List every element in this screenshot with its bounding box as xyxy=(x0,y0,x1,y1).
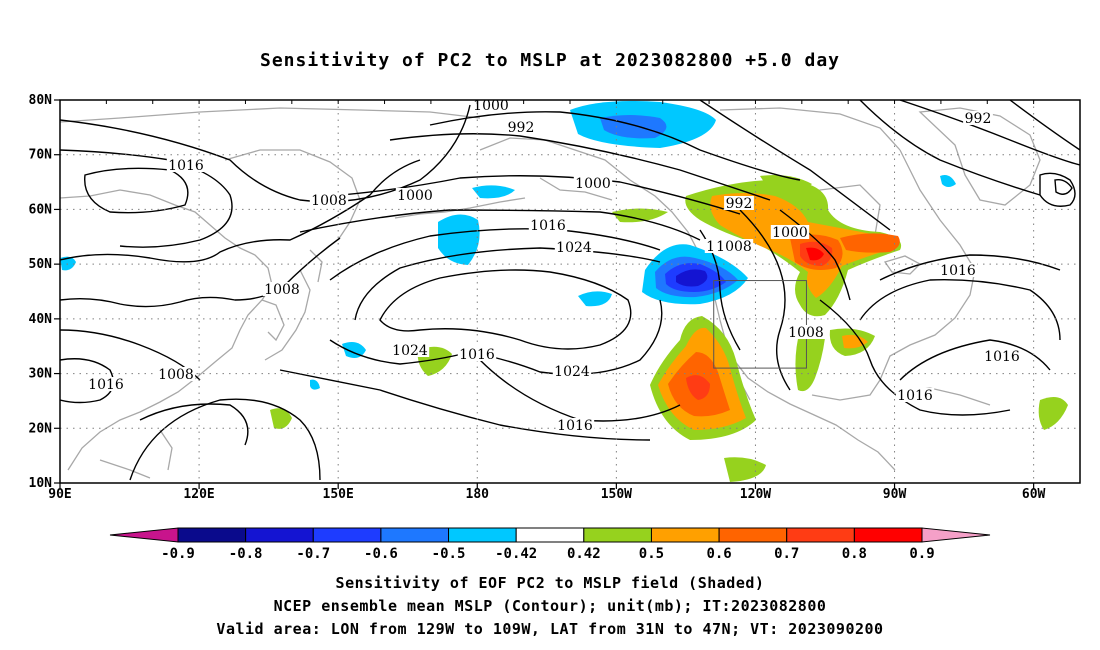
contour-label: 1016 xyxy=(530,218,566,234)
contour-label: 1008 xyxy=(158,367,194,383)
contour-label: 1016 xyxy=(88,377,124,393)
colorbar-tick-label: -0.5 xyxy=(432,546,466,562)
contour-label-bg xyxy=(262,282,302,296)
colorbar-segment xyxy=(853,527,923,543)
lat-label: 40N xyxy=(29,312,53,327)
contour-label-bg xyxy=(395,188,435,202)
colorbar-tick-label: -0.9 xyxy=(161,546,195,562)
contour-label: 1008 xyxy=(264,282,300,298)
contour-label: 1024 xyxy=(556,240,592,256)
contour-label-bg xyxy=(555,418,595,432)
contour-label: 1016 xyxy=(984,349,1020,365)
contour-label: 1024 xyxy=(554,364,590,380)
colorbar: -0.9 -0.8 -0.7 -0.6 -0.5 -0.42 0.42 0.5 0.6 0.7 0.… xyxy=(109,527,991,562)
colorbar-segment xyxy=(380,527,450,543)
contour-label: 1024 xyxy=(392,343,428,359)
contour-label: 992 xyxy=(508,120,535,136)
lat-label: 60N xyxy=(29,202,53,217)
contour-label-bg xyxy=(770,225,810,239)
colorbar-segment xyxy=(312,527,382,543)
contour-label-bg xyxy=(471,98,511,112)
colorbar-segment xyxy=(650,527,720,543)
colorbar-tick-label: 0.7 xyxy=(774,546,799,562)
valid-area-box xyxy=(713,280,807,369)
colorbar-segment xyxy=(515,527,585,543)
colorbar-high-extension xyxy=(921,527,991,543)
contour-label-bg xyxy=(724,196,754,210)
contour-label-bg xyxy=(86,377,126,391)
caption-line-1: Sensitivity of EOF PC2 to MSLP field (Sh… xyxy=(335,574,765,592)
colorbar-segment xyxy=(786,527,855,543)
colorbar-tick-label: -0.6 xyxy=(364,546,398,562)
lon-label: 180 xyxy=(466,487,490,502)
colorbar-tick-label: 0.6 xyxy=(706,546,731,562)
contour-label: 1000 xyxy=(772,225,808,241)
contour-label: 992 xyxy=(726,196,753,212)
contour-label-bg xyxy=(390,343,430,357)
contour-label: 1016 xyxy=(940,263,976,279)
contour-label: 1000 xyxy=(397,188,433,204)
colorbar-tick-label: -0.8 xyxy=(229,546,263,562)
contour-label: 1008 xyxy=(716,239,752,255)
contour-label-bg xyxy=(938,263,978,277)
contour-label-bg xyxy=(895,388,935,402)
grid-lines xyxy=(60,100,1080,483)
longitude-labels: 90E 120E 150E 180 150W 120W 90W 60W xyxy=(48,100,1081,502)
colorbar-tick-label: 0.5 xyxy=(639,546,664,562)
colorbar-tick-label: 0.42 xyxy=(567,546,601,562)
colorbar-segment xyxy=(718,527,788,543)
lat-label: 10N xyxy=(29,476,53,491)
contour-label: 1016 xyxy=(168,158,204,174)
colorbar-segment xyxy=(245,527,314,543)
lat-label: 70N xyxy=(29,148,53,163)
lat-label: 20N xyxy=(29,421,53,436)
contour-label-bg xyxy=(528,218,568,232)
lon-label: 150W xyxy=(601,487,632,502)
lat-label: 50N xyxy=(29,257,53,272)
contour-label-bg xyxy=(786,325,826,339)
contour-label-bg xyxy=(552,364,592,378)
contour-label-bg xyxy=(457,347,497,361)
lon-label: 60W xyxy=(1022,487,1046,502)
contour-label-bg xyxy=(554,240,594,254)
colorbar-segment xyxy=(177,527,247,543)
colorbar-tick-label: 0.8 xyxy=(842,546,867,562)
contour-labels: 1000 992 1016 1008 1000 1000 1016 1024 992 1008 10… xyxy=(86,98,1022,434)
contour-label: 1016 xyxy=(897,388,933,404)
contour-label-bg xyxy=(714,239,754,253)
colorbar-segment xyxy=(583,527,652,543)
caption-line-2: NCEP ensemble mean MSLP (Contour); unit(… xyxy=(273,597,827,615)
caption-line-3: Valid area: LON from 129W to 109W, LAT f… xyxy=(216,620,884,638)
lat-label: 80N xyxy=(29,93,53,108)
contour-label-bg xyxy=(982,349,1022,363)
lon-label: 90E xyxy=(48,487,71,502)
latitude-labels: 80N 70N 60N 50N 40N 30N 20N 10N xyxy=(29,93,60,491)
lon-label: 150E xyxy=(323,487,354,502)
colorbar-tick-label: 0.9 xyxy=(909,546,934,562)
coastlines xyxy=(60,107,1041,479)
colorbar-tick-label: -0.42 xyxy=(495,546,537,562)
contour-label-bg xyxy=(166,158,206,172)
contour-label: 1008 xyxy=(311,193,347,209)
contour-label: 1000 xyxy=(575,176,611,192)
contour-label: 1000 xyxy=(473,98,509,114)
lon-label: 120W xyxy=(740,487,771,502)
colorbar-segment xyxy=(448,527,517,543)
lat-label: 30N xyxy=(29,367,53,382)
contour-label-bg xyxy=(963,111,993,125)
contour-label: 992 xyxy=(965,111,992,127)
contour-label-bg xyxy=(506,120,536,134)
contour-label-bg xyxy=(573,176,613,190)
contour-label: 1008 xyxy=(788,325,824,341)
colorbar-tick-label: -0.7 xyxy=(296,546,330,562)
contour-label-bg xyxy=(156,367,196,381)
contour-label-bg xyxy=(309,193,349,207)
chart-title: Sensitivity of PC2 to MSLP at 2023082800… xyxy=(259,50,840,71)
colorbar-low-extension xyxy=(109,527,179,543)
contour-label: 1016 xyxy=(557,418,593,434)
lon-label: 120E xyxy=(183,487,214,502)
lon-label: 90W xyxy=(883,487,907,502)
contour-label: 1016 xyxy=(459,347,495,363)
